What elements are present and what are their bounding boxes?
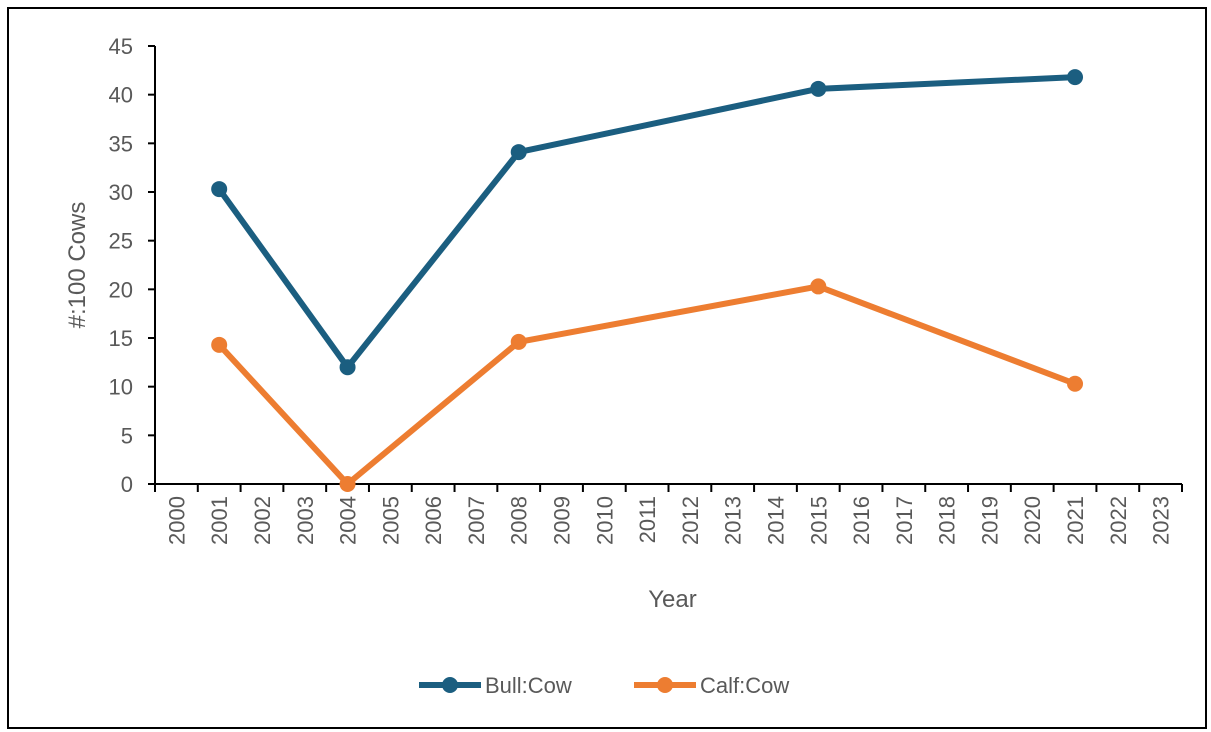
data-point: [339, 359, 356, 376]
x-tick-label: 2008: [507, 496, 532, 545]
series-calf-cow: [211, 278, 1084, 492]
x-tick-label: 2014: [763, 496, 788, 545]
data-point: [1067, 375, 1084, 392]
x-tick-label: 2002: [250, 496, 275, 545]
x-axis-title: Year: [648, 586, 697, 613]
y-axis-title: #:100 Cows: [64, 202, 91, 329]
x-tick-label: 2009: [550, 496, 575, 545]
legend-label: Bull:Cow: [485, 673, 572, 698]
series-line: [216, 74, 1079, 371]
x-tick-label: 2010: [592, 496, 617, 545]
legend-item: Calf:Cow: [634, 673, 789, 698]
x-tick-label: 2020: [1020, 496, 1045, 545]
x-tick-label: 2019: [977, 496, 1002, 545]
y-tick-label: 45: [109, 34, 133, 59]
chart-frame: 0 5 10 15 20 25 30 35 40 45 2000 2001 2002 2003 2004 2…: [7, 7, 1207, 729]
x-tick-label: 2013: [721, 496, 746, 545]
data-point: [510, 333, 527, 350]
legend-item: Bull:Cow: [419, 673, 572, 698]
x-tick-label: 2017: [892, 496, 917, 545]
data-point: [1067, 69, 1084, 86]
data-point: [510, 144, 527, 161]
x-tick-label: 2012: [678, 496, 703, 545]
x-tick-label: 2021: [1063, 496, 1088, 545]
y-tick-label: 25: [109, 229, 133, 254]
x-tick-label: 2011: [635, 496, 660, 543]
axes: [154, 46, 1182, 485]
x-tick-label: 2016: [849, 496, 874, 545]
x-tick-label: 2005: [378, 496, 403, 545]
x-tick-label: 2006: [421, 496, 446, 545]
x-tick-label: 2023: [1149, 496, 1174, 545]
x-axis-ticks: 2000 2001 2002 2003 2004 2005 2006 2007 2008 2009…: [154, 484, 1183, 545]
legend-label: Calf:Cow: [700, 673, 789, 698]
y-tick-label: 35: [109, 131, 133, 156]
data-point: [211, 181, 228, 198]
data-point: [211, 336, 228, 353]
y-tick-label: 40: [109, 83, 133, 108]
x-tick-label: 2004: [336, 496, 361, 545]
series-bull-cow: [211, 69, 1084, 376]
x-tick-label: 2003: [293, 496, 318, 545]
legend: Bull:Cow Calf:Cow: [419, 673, 789, 698]
y-tick-label: 0: [121, 472, 133, 497]
y-tick-label: 5: [121, 423, 133, 448]
series-line: [216, 283, 1079, 487]
x-tick-label: 2007: [464, 496, 489, 545]
x-tick-label: 2015: [806, 496, 831, 545]
x-tick-label: 2000: [164, 496, 189, 545]
x-tick-label: 2022: [1106, 496, 1131, 545]
y-tick-label: 30: [109, 180, 133, 205]
data-point: [810, 80, 827, 97]
legend-swatch-marker: [442, 677, 458, 693]
x-tick-label: 2001: [207, 496, 232, 545]
y-axis-ticks: 0 5 10 15 20 25 30 35 40 45: [109, 34, 155, 497]
data-point: [810, 278, 827, 295]
y-tick-label: 10: [109, 375, 133, 400]
x-tick-label: 2018: [935, 496, 960, 545]
legend-swatch-marker: [657, 677, 673, 693]
data-point: [339, 476, 356, 492]
series-lines: [211, 69, 1084, 492]
y-tick-label: 15: [109, 326, 133, 351]
y-tick-label: 20: [109, 277, 133, 302]
